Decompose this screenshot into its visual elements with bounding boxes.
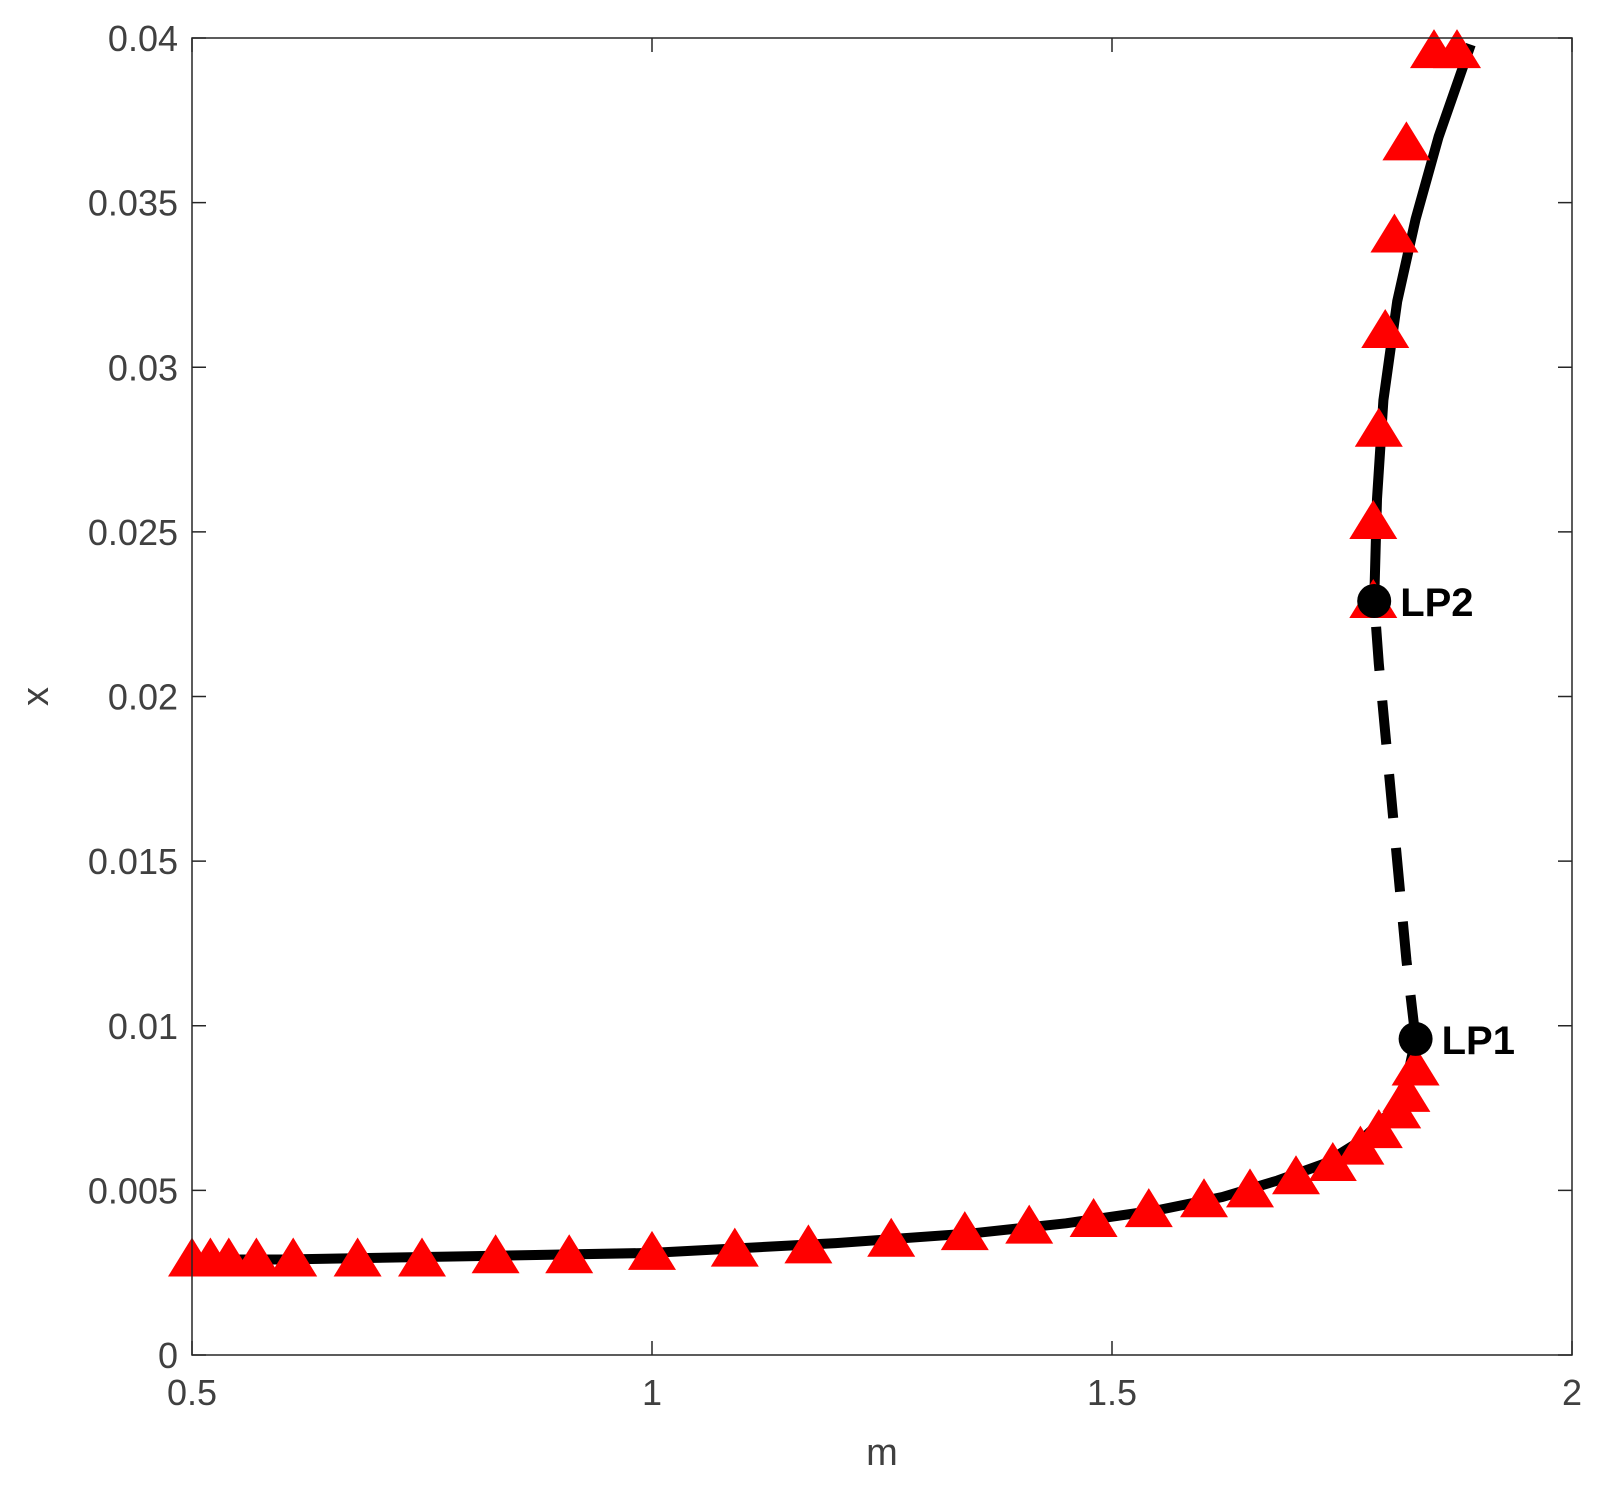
y-axis-label: x	[15, 687, 57, 706]
special-point-lp2	[1357, 584, 1392, 619]
triangle-marker	[784, 1224, 833, 1264]
y-tick-label: 0.04	[108, 18, 178, 59]
triangle-marker	[1124, 1188, 1173, 1228]
triangle-marker	[398, 1237, 446, 1277]
x-tick-label: 1	[642, 1372, 662, 1413]
x-tick-label: 1.5	[1087, 1372, 1137, 1413]
triangle-marker	[1370, 213, 1419, 253]
y-tick-label: 0	[158, 1335, 178, 1376]
series-line-3	[1369, 42, 1476, 602]
triangle-marker	[1349, 499, 1398, 539]
triangle-marker	[1272, 1155, 1320, 1195]
triangle-marker	[940, 1211, 989, 1251]
x-tick-label: 0.5	[167, 1372, 217, 1413]
triangle-marker	[1382, 121, 1431, 161]
triangle-marker	[232, 1237, 281, 1277]
triangle-marker	[1308, 1142, 1357, 1182]
triangle-marker	[710, 1227, 759, 1267]
triangle-marker	[269, 1237, 318, 1277]
triangle-marker	[1226, 1168, 1274, 1208]
triangle-marker	[1361, 309, 1410, 349]
triangle-marker	[1354, 1109, 1403, 1149]
y-tick-label: 0.025	[88, 512, 178, 553]
triangle-marker	[1433, 29, 1481, 69]
y-tick-label: 0.005	[88, 1170, 178, 1211]
special-point-label-lp1: LP1	[1442, 1019, 1515, 1063]
tick-labels: 0.5 1 1.5 2 0 0.005 0.01 0.015 0.02 0.025 0.03 0.03…	[88, 18, 1582, 1413]
y-tick-label: 0.015	[88, 841, 178, 882]
x-axis-label: m	[866, 1432, 898, 1474]
triangle-marker	[628, 1230, 676, 1270]
triangle-marker	[333, 1237, 382, 1277]
triangle-marker	[1382, 1072, 1431, 1112]
y-tick-label: 0.02	[108, 677, 178, 718]
y-tick-label: 0.03	[108, 347, 178, 388]
special-point-lp1	[1398, 1021, 1433, 1056]
series-line-2	[1369, 600, 1421, 1040]
x-tick-label: 2	[1562, 1372, 1582, 1413]
triangle-marker	[1391, 1046, 1440, 1086]
triangle-marker	[471, 1234, 520, 1274]
triangle-marker	[1354, 407, 1403, 447]
marker-layer	[168, 29, 1481, 1277]
triangle-marker	[1005, 1204, 1054, 1244]
plot-frame	[191, 37, 1573, 1356]
special-point-label-lp2: LP2	[1400, 581, 1473, 625]
triangle-marker	[1069, 1198, 1118, 1238]
y-tick-label: 0.01	[108, 1006, 178, 1047]
triangle-marker	[545, 1234, 594, 1274]
y-tick-label: 0.035	[88, 183, 178, 224]
triangle-marker	[1180, 1178, 1228, 1218]
triangle-marker	[867, 1217, 916, 1257]
special-points-layer: LP1 LP2	[1357, 581, 1515, 1063]
